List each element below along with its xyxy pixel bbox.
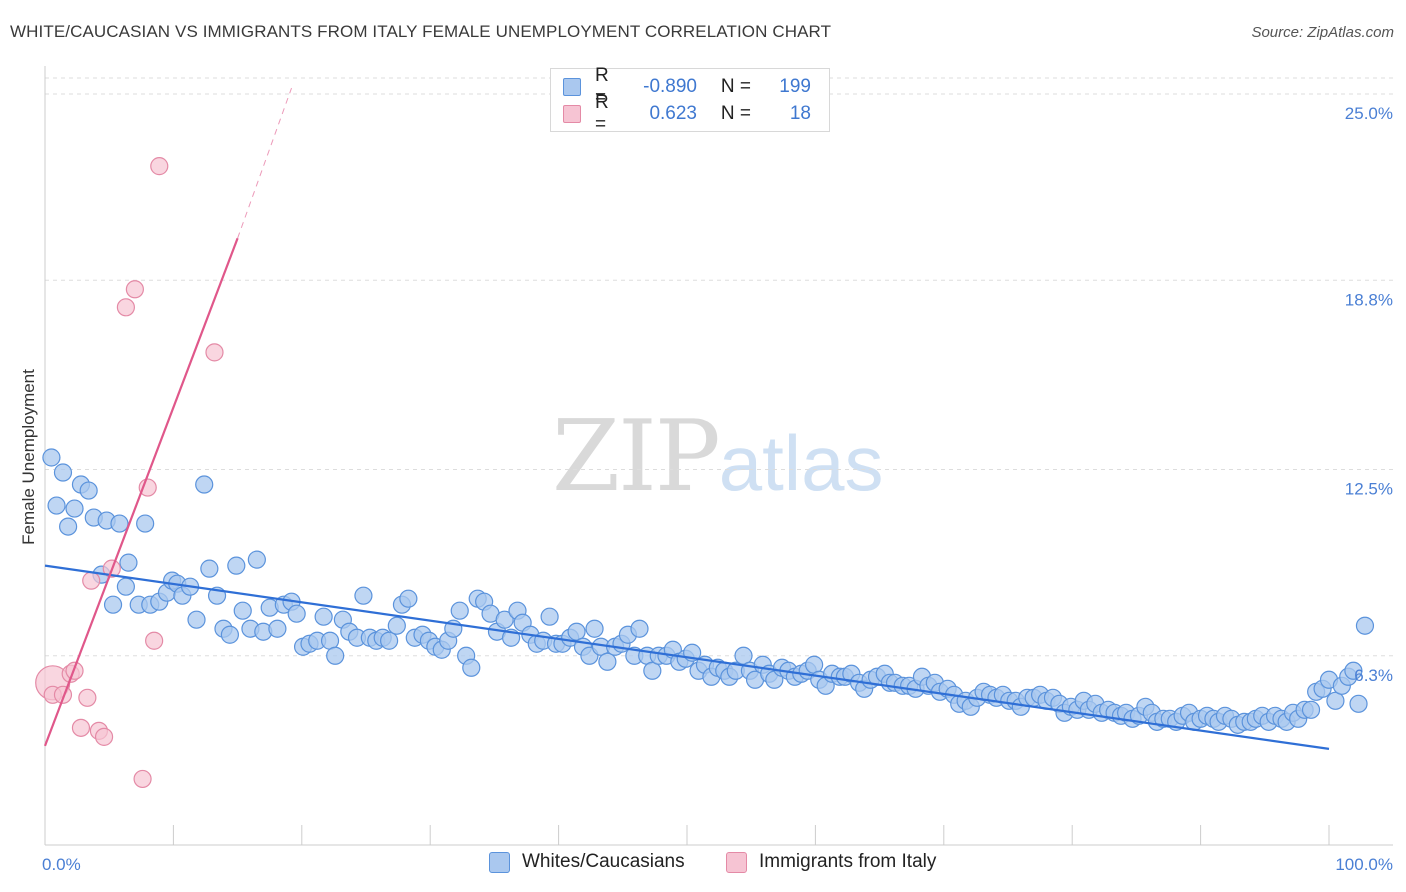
- legend-row-whites: R = -0.890 N = 199: [563, 65, 811, 108]
- data-point-whites: [220, 625, 239, 644]
- legend-n-label: N =: [720, 76, 751, 97]
- data-point-whites: [495, 610, 514, 629]
- data-point-whites: [630, 619, 649, 638]
- correlation-legend: R = -0.890 N = 199 R = 0.623 N = 18: [550, 65, 830, 135]
- data-point-whites: [387, 616, 406, 635]
- data-point-whites: [287, 604, 306, 623]
- data-point-italy: [82, 571, 101, 590]
- data-point-whites: [540, 607, 559, 626]
- trend-line-italy: [43, 237, 239, 747]
- data-point-whites: [233, 601, 252, 620]
- data-point-whites: [227, 556, 246, 575]
- data-point-whites: [53, 463, 73, 482]
- legend-n-value: 18: [789, 103, 811, 124]
- data-point-whites: [79, 481, 98, 500]
- data-point-whites: [585, 619, 604, 638]
- data-point-whites: [643, 661, 662, 680]
- data-point-whites: [1355, 616, 1375, 635]
- data-point-italy: [133, 769, 152, 789]
- data-point-whites: [462, 658, 481, 677]
- data-point-italy: [125, 280, 144, 299]
- data-point-whites: [320, 631, 340, 650]
- data-point-whites: [1326, 691, 1345, 710]
- data-point-whites: [1344, 661, 1363, 680]
- legend-r-value: -0.890: [643, 76, 697, 97]
- legend-swatch-blue: [563, 78, 581, 96]
- data-point-whites: [380, 631, 399, 650]
- watermark-atlas: atlas: [718, 419, 884, 507]
- axis-labels: 6.3% 12.5% 18.8% 25.0% 0.0% 100.0% Female Unem…: [19, 104, 1393, 874]
- data-point-whites: [326, 646, 345, 665]
- y-tick-label: 18.8%: [1345, 290, 1393, 309]
- gridlines: [45, 77, 1393, 657]
- data-point-whites: [119, 553, 138, 572]
- legend-n-value: 199: [779, 76, 811, 97]
- data-point-italy: [94, 727, 114, 746]
- legend-item-whites: Whites/Caucasians: [489, 851, 685, 873]
- data-point-italy: [145, 631, 164, 650]
- data-point-whites: [247, 550, 266, 569]
- data-point-italy: [150, 157, 169, 176]
- legend-n-label: N =: [720, 103, 751, 124]
- trend-line-whites: [44, 564, 1330, 750]
- source-label: Source: ZipAtlas.com: [1251, 24, 1394, 41]
- trend-lines: [43, 87, 1330, 750]
- data-point-italy: [53, 685, 73, 704]
- legend-item-italy: Immigrants from Italy: [726, 851, 936, 873]
- legend-row-italy: R = 0.623 N = 18: [563, 92, 811, 135]
- data-point-whites: [1301, 700, 1321, 719]
- watermark: ZIPatlas: [552, 400, 884, 514]
- legend-swatch-blue: [489, 851, 510, 873]
- legend-r-label: R =: [595, 92, 609, 135]
- series-legend: Whites/Caucasians Immigrants from Italy: [0, 851, 1406, 877]
- y-tick-label: 6.3%: [1354, 666, 1393, 685]
- data-point-whites: [47, 496, 66, 515]
- data-point-italy: [71, 718, 91, 737]
- data-point-italy: [116, 298, 135, 317]
- x-tick-label: 100.0%: [1335, 855, 1393, 874]
- legend-r-value: 0.623: [649, 103, 697, 124]
- x-tick-label: 0.0%: [42, 855, 81, 874]
- data-point-whites: [598, 652, 617, 671]
- watermark-zip: ZIP: [552, 400, 721, 514]
- data-point-italy: [205, 343, 224, 362]
- data-point-italy: [78, 688, 97, 707]
- y-axis-title: Female Unemployment: [19, 369, 38, 545]
- y-tick-label: 25.0%: [1345, 104, 1393, 123]
- legend-r-label: R =: [595, 65, 609, 108]
- legend-label-whites: Whites/Caucasians: [522, 851, 685, 872]
- data-point-whites: [200, 559, 219, 578]
- data-point-whites: [103, 595, 123, 614]
- data-point-whites: [314, 607, 333, 626]
- data-point-whites: [805, 655, 824, 674]
- series-italy-points: [35, 157, 224, 789]
- data-point-whites: [65, 499, 84, 518]
- series-whites-points: [42, 448, 1375, 734]
- data-point-whites: [567, 622, 586, 641]
- legend-swatch-pink: [726, 851, 747, 873]
- data-point-whites: [195, 475, 214, 494]
- data-point-whites: [116, 577, 135, 596]
- data-point-whites: [136, 514, 155, 533]
- data-point-whites: [1349, 694, 1368, 713]
- data-point-whites: [110, 514, 129, 533]
- data-point-whites: [354, 586, 373, 605]
- legend-swatch-pink: [563, 105, 581, 123]
- data-point-whites: [450, 601, 469, 620]
- chart-title: WHITE/CAUCASIAN VS IMMIGRANTS FROM ITALY…: [10, 22, 832, 41]
- data-point-whites: [187, 610, 206, 629]
- data-point-whites: [42, 448, 61, 467]
- y-tick-label: 12.5%: [1345, 480, 1393, 499]
- data-point-whites: [268, 619, 287, 638]
- trend-line-italy-extension: [237, 87, 292, 239]
- legend-label-italy: Immigrants from Italy: [759, 851, 937, 872]
- data-point-whites: [59, 517, 78, 536]
- data-point-whites: [399, 589, 418, 608]
